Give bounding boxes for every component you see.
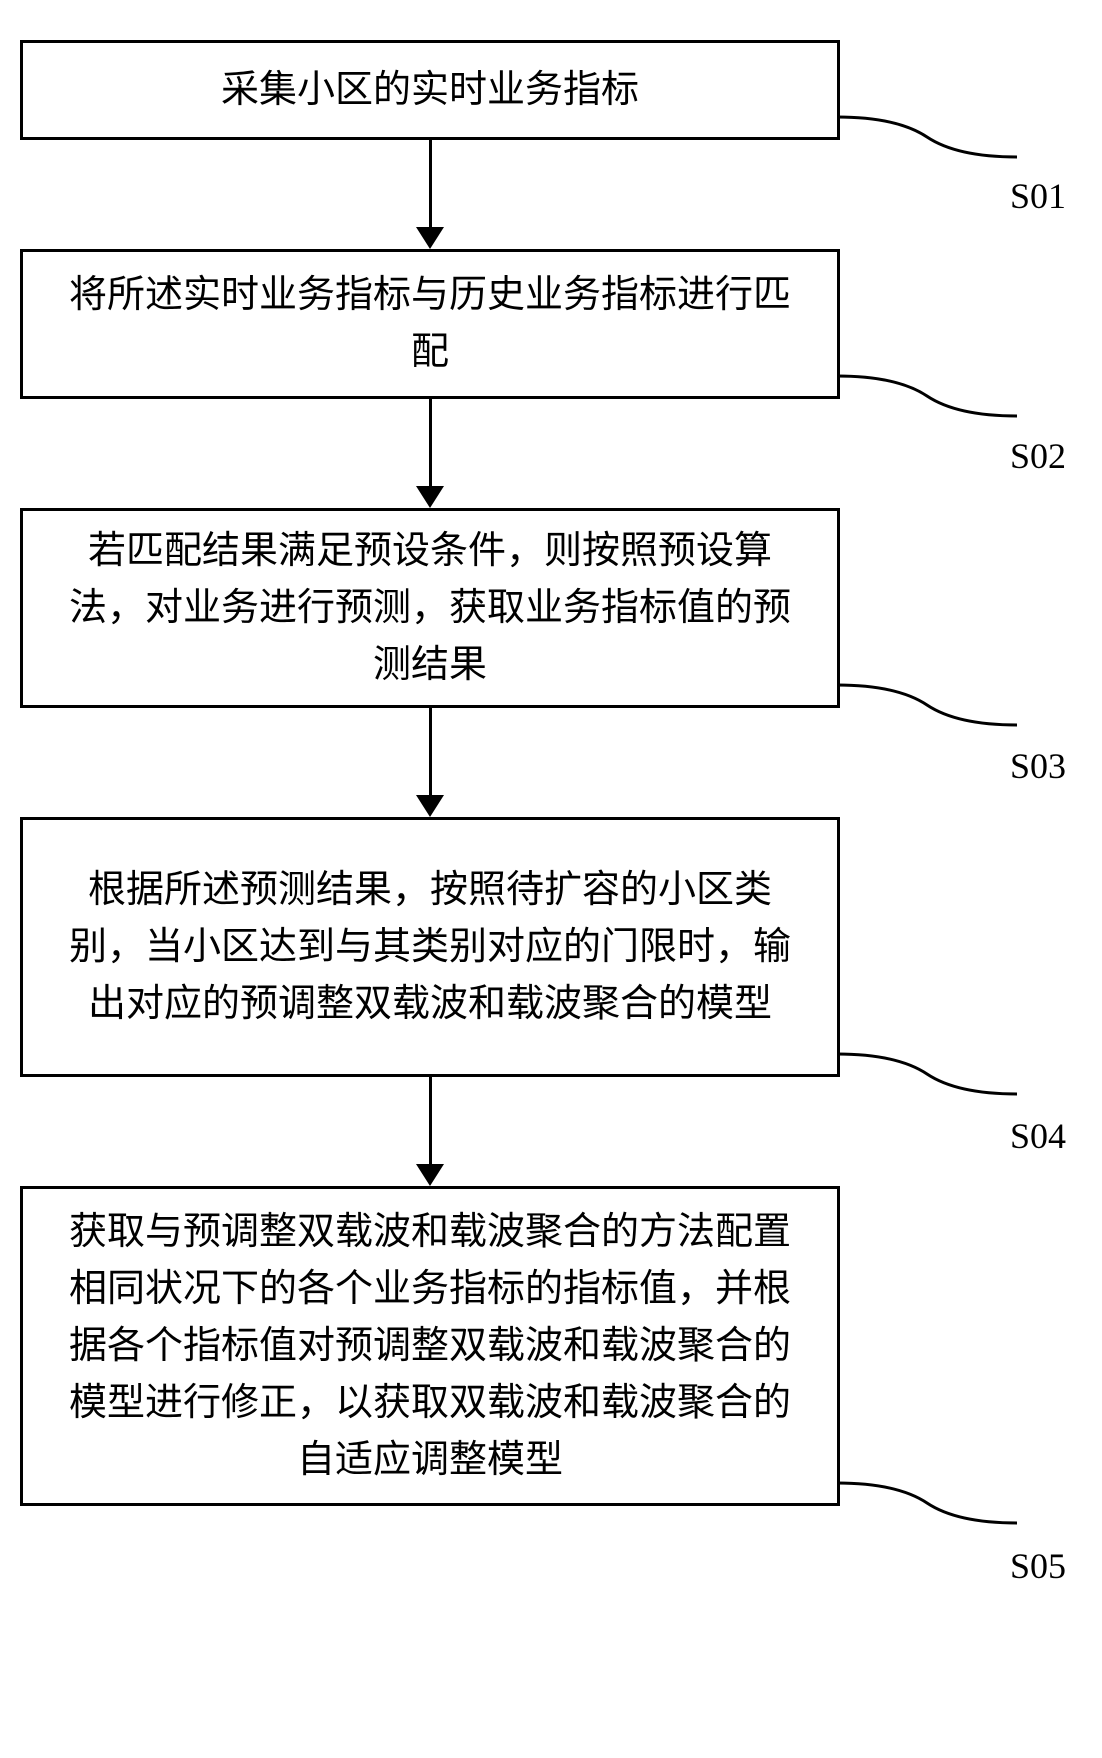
- flowchart-container: 采集小区的实时业务指标 S01 将所述实时业务指标与历史业务指标进行匹配 S02: [20, 40, 1082, 1506]
- flow-step-text: 将所述实时业务指标与历史业务指标进行匹配: [53, 267, 807, 381]
- arrow-container: [20, 399, 840, 508]
- arrow-icon: [416, 1077, 444, 1186]
- step-label-s04: S04: [1010, 1115, 1066, 1157]
- label-connector: [837, 655, 1057, 735]
- label-connector: [837, 346, 1057, 426]
- flow-step-text: 采集小区的实时业务指标: [221, 62, 639, 119]
- arrow-icon: [416, 708, 444, 817]
- flow-step-text: 获取与预调整双载波和载波聚合的方法配置相同状况下的各个业务指标的指标值，并根据各…: [53, 1204, 807, 1489]
- flow-step-s01: 采集小区的实时业务指标: [20, 40, 840, 140]
- step-label-s03: S03: [1010, 745, 1066, 787]
- flow-step-s02: 将所述实时业务指标与历史业务指标进行匹配: [20, 249, 840, 399]
- label-connector: [837, 1024, 1057, 1104]
- arrow-container: [20, 708, 840, 817]
- arrow-container: [20, 140, 840, 249]
- step-label-s05: S05: [1010, 1545, 1066, 1587]
- flow-step-s03: 若匹配结果满足预设条件，则按照预设算法，对业务进行预测，获取业务指标值的预测结果: [20, 508, 840, 708]
- flow-step-s05: 获取与预调整双载波和载波聚合的方法配置相同状况下的各个业务指标的指标值，并根据各…: [20, 1186, 840, 1506]
- flow-step-text: 若匹配结果满足预设条件，则按照预设算法，对业务进行预测，获取业务指标值的预测结果: [53, 523, 807, 694]
- arrow-icon: [416, 140, 444, 249]
- flow-step-text: 根据所述预测结果，按照待扩容的小区类别，当小区达到与其类别对应的门限时，输出对应…: [53, 862, 807, 1033]
- label-connector: [837, 1453, 1057, 1533]
- label-connector: [837, 87, 1057, 167]
- arrow-container: [20, 1077, 840, 1186]
- step-label-s01: S01: [1010, 175, 1066, 217]
- step-label-s02: S02: [1010, 435, 1066, 477]
- flow-step-s04: 根据所述预测结果，按照待扩容的小区类别，当小区达到与其类别对应的门限时，输出对应…: [20, 817, 840, 1077]
- arrow-icon: [416, 399, 444, 508]
